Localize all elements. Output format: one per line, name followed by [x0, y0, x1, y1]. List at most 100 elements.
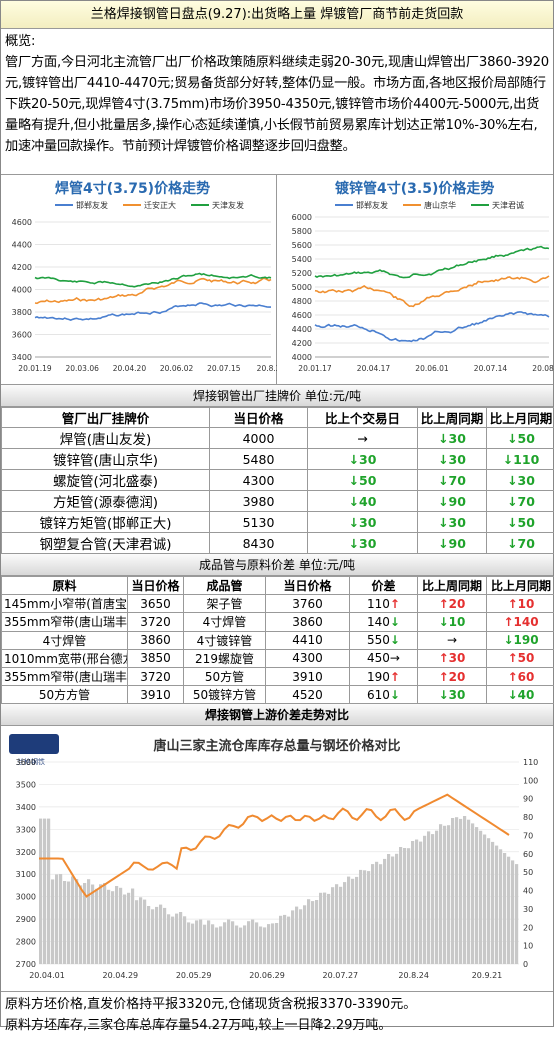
y-tick-right: 40 [523, 887, 533, 896]
y-tick-left: 2800 [16, 938, 36, 947]
table2-cell: ↓190 [487, 631, 554, 649]
series-line [35, 303, 271, 320]
legend-label: 邯郸友发 [356, 200, 388, 210]
legend-label: 迁安正大 [144, 200, 176, 210]
stock-bar [311, 901, 314, 964]
note-billet-price: 原料方坯价格,直发价格持平报3320元,仓储现货含税报3370-3390元。 [5, 994, 549, 1015]
stock-bar [283, 915, 286, 964]
stock-bar [363, 871, 366, 965]
stock-bar [395, 854, 398, 964]
chart-title: 唐山三家主流仓库库存总量与钢坯价格对比 [153, 738, 400, 754]
y-tick-right: 50 [523, 868, 533, 877]
table1-cell: ↓90 [418, 491, 487, 512]
series-line [315, 276, 549, 306]
stock-bar [247, 922, 250, 965]
stock-bar [231, 922, 234, 965]
x-tick-label: 20.07.15 [207, 364, 241, 373]
table1-cell: 8430 [210, 533, 308, 554]
stock-bar [399, 847, 402, 964]
table2-cell: 4寸镀锌管 [184, 631, 266, 649]
table2-cell: 架子管 [184, 595, 266, 613]
table1-cell: ↓30 [308, 533, 418, 554]
stock-bar [47, 819, 50, 964]
stock-bar [251, 920, 254, 964]
diff-value: 610 [367, 688, 390, 702]
stock-bar [99, 885, 102, 965]
y-tick-label: 4200 [292, 339, 312, 348]
table1-cell: ↓30 [308, 449, 418, 470]
diff-arrow: ↑ [390, 597, 400, 611]
table2-cell: 3910 [266, 667, 350, 685]
diff-value: 550 [367, 633, 390, 647]
stock-bar [187, 923, 190, 965]
y-tick-left: 3300 [16, 826, 36, 835]
stock-bar [427, 832, 430, 965]
x-tick-label: 20.8.24 [398, 971, 429, 980]
stock-bar [331, 888, 334, 965]
table1-cell: 4000 [210, 428, 308, 449]
stock-bar [55, 875, 58, 965]
diff-arrow: ↑ [390, 670, 400, 684]
legend-label: 唐山京华 [424, 200, 456, 210]
stock-bar [351, 879, 354, 964]
overview-label: 概览: [5, 31, 549, 52]
table2-cell: 3910 [128, 686, 184, 704]
stock-bar [387, 854, 390, 964]
stock-bar [471, 824, 474, 965]
table1-cell: 3980 [210, 491, 308, 512]
stock-bar [107, 890, 110, 964]
y-tick-left: 3400 [16, 803, 36, 812]
table2-header-3: 当日价格 [266, 577, 350, 595]
table2-cell: 140↓ [350, 613, 418, 631]
table1-cell: ↓50 [487, 428, 554, 449]
table1-cell: 5130 [210, 512, 308, 533]
table1-cell: 4300 [210, 470, 308, 491]
y-tick-label: 4400 [292, 325, 312, 334]
y-tick-right: 100 [523, 777, 538, 786]
table1-cell: ↓70 [418, 470, 487, 491]
table2-cell: ↓30 [418, 686, 487, 704]
stock-bar [151, 910, 154, 965]
x-tick-label: 20.01.19 [18, 364, 52, 373]
table2-cell: 4520 [266, 686, 350, 704]
chart-title: 镀锌管4寸(3.5)价格走势 [335, 180, 494, 197]
diff-arrow: → [390, 651, 400, 665]
x-tick-label: 20.9.21 [472, 971, 503, 980]
billet-price-line [39, 795, 509, 897]
bottom-chart-bar: 焊接钢管上游价差走势对比 [1, 704, 553, 726]
y-tick-right: 80 [523, 813, 533, 822]
y-tick-left: 2700 [16, 960, 36, 969]
table2-cell: 190↑ [350, 667, 418, 685]
stock-bar [347, 877, 350, 964]
stock-bar [43, 819, 46, 964]
stock-bar [135, 901, 138, 965]
y-tick-left: 3500 [16, 781, 36, 790]
series-line [315, 312, 549, 342]
stock-bar [463, 816, 466, 964]
table1-cell: ↓70 [487, 491, 554, 512]
table2-header-0: 原料 [2, 577, 128, 595]
diff-arrow: ↓ [390, 688, 400, 702]
y-tick-left: 2900 [16, 915, 36, 924]
legend-label: 邯郸友发 [76, 200, 108, 210]
stock-bar [455, 818, 458, 965]
table1-cell: ↓70 [487, 533, 554, 554]
stock-bar [431, 834, 434, 964]
stock-bar [239, 928, 242, 964]
table1-cell: 镀锌方矩管(邯郸正大) [2, 512, 210, 533]
x-tick-label: 20.01.17 [298, 364, 332, 373]
table2-header-4: 价差 [350, 577, 418, 595]
x-tick-label: 20.06.29 [249, 971, 285, 980]
y-tick-right: 30 [523, 905, 533, 914]
stock-bar [355, 877, 358, 964]
table2-cell: ↓10 [418, 613, 487, 631]
y-tick-label: 4400 [12, 241, 32, 250]
stock-bar [155, 907, 158, 964]
x-tick-label: 20.05.29 [176, 971, 212, 980]
